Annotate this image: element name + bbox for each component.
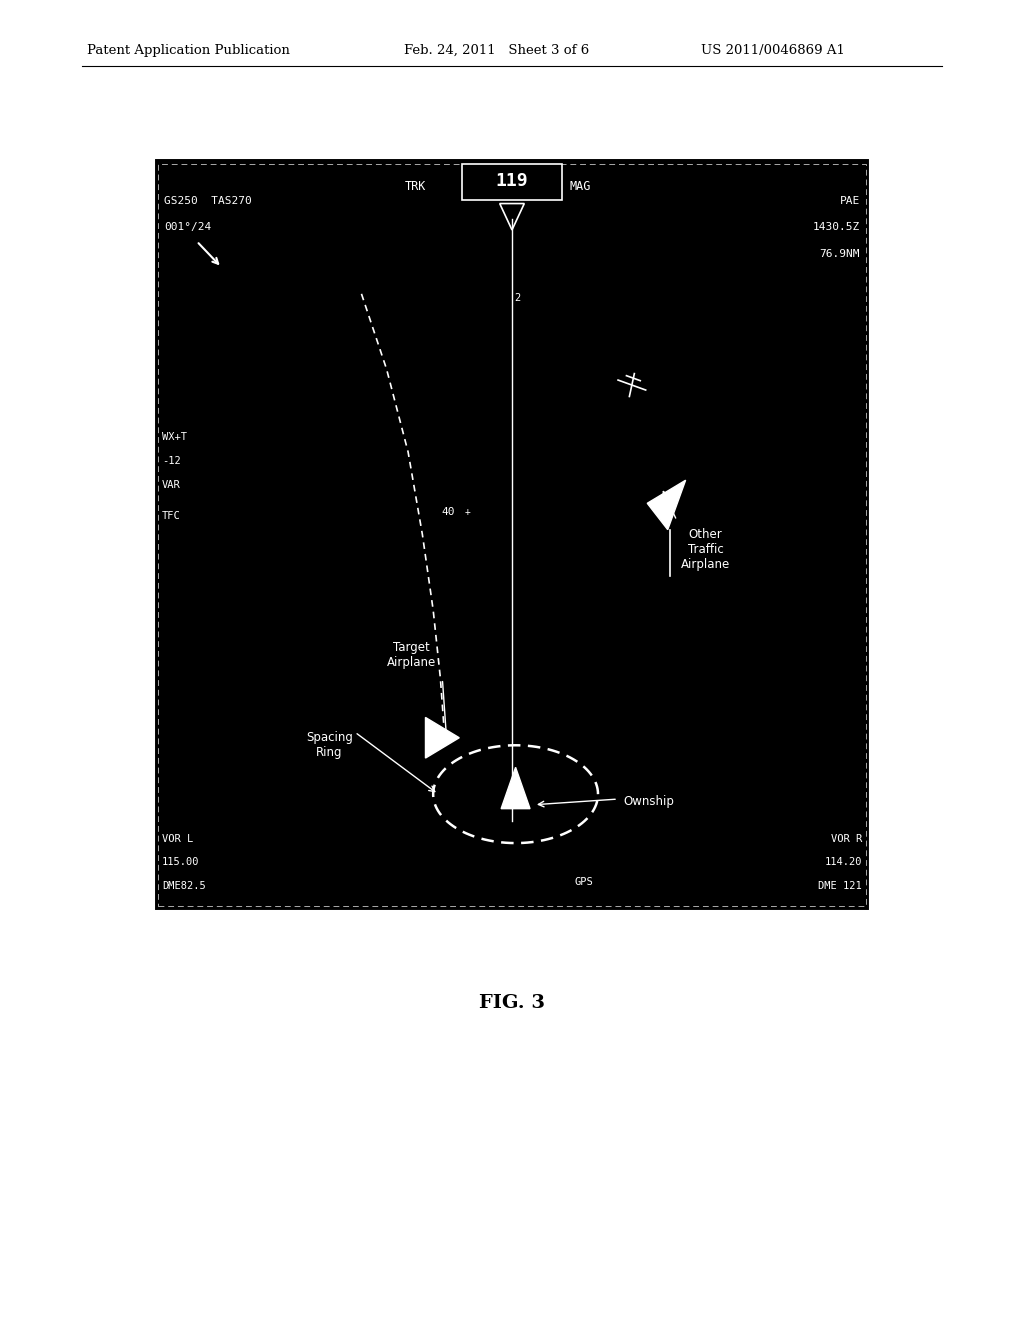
Text: 114.20: 114.20	[824, 857, 862, 867]
Text: 001°/24: 001°/24	[164, 222, 212, 232]
Text: MAG: MAG	[569, 180, 591, 193]
Polygon shape	[647, 480, 686, 529]
Text: VOR L: VOR L	[162, 834, 194, 845]
Text: 1430.5Z: 1430.5Z	[812, 222, 860, 232]
Text: WX+T: WX+T	[162, 432, 186, 442]
Text: DME82.5: DME82.5	[162, 880, 206, 891]
Bar	[462, 164, 562, 199]
Bar	[158, 164, 866, 906]
Text: US 2011/0046869 A1: US 2011/0046869 A1	[701, 44, 846, 57]
Text: -12: -12	[162, 455, 180, 466]
Text: Ownship: Ownship	[623, 795, 674, 808]
Text: VOR R: VOR R	[830, 834, 862, 845]
Text: GS250  TAS270: GS250 TAS270	[164, 197, 252, 206]
Text: GPS: GPS	[574, 878, 593, 887]
Text: VAR: VAR	[162, 480, 180, 490]
Text: 76.9NM: 76.9NM	[819, 248, 860, 259]
Text: 119: 119	[496, 172, 528, 190]
Text: 2: 2	[515, 293, 521, 302]
Text: Patent Application Publication: Patent Application Publication	[87, 44, 290, 57]
Polygon shape	[501, 767, 530, 809]
Text: TFC: TFC	[162, 511, 180, 521]
Text: FIG. 3: FIG. 3	[479, 994, 545, 1012]
Polygon shape	[426, 718, 459, 758]
Text: Spacing
Ring: Spacing Ring	[306, 731, 352, 759]
Text: 40: 40	[441, 507, 455, 517]
Text: Other
Traffic
Airplane: Other Traffic Airplane	[681, 528, 730, 572]
Text: PAE: PAE	[840, 197, 860, 206]
Text: Feb. 24, 2011   Sheet 3 of 6: Feb. 24, 2011 Sheet 3 of 6	[404, 44, 590, 57]
Text: TRK: TRK	[404, 180, 426, 193]
Bar	[154, 158, 870, 911]
Text: DME 121: DME 121	[818, 880, 862, 891]
Text: +: +	[465, 507, 471, 517]
Text: Target
Airplane: Target Airplane	[387, 642, 436, 669]
Text: 115.00: 115.00	[162, 857, 200, 867]
